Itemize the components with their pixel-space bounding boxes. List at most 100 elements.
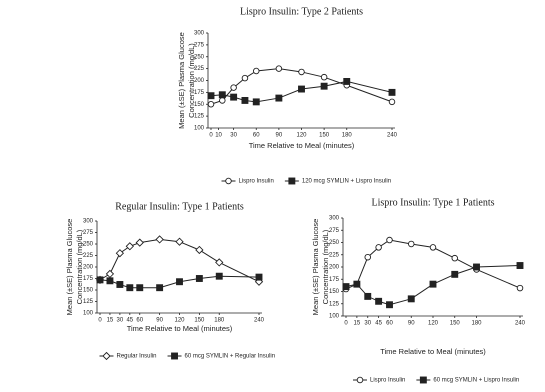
legend-label: Regular Insulin <box>117 354 157 360</box>
y-tick-label: 175 <box>194 90 205 96</box>
x-tick-label: 150 <box>450 321 461 327</box>
data-point <box>241 74 249 82</box>
data-point <box>219 97 226 104</box>
data-point <box>364 292 372 300</box>
y-tick-label: 150 <box>329 289 340 295</box>
data-point <box>176 278 183 286</box>
data-point <box>388 98 396 106</box>
y-tick-label: 200 <box>329 265 340 271</box>
x-tick-label: 240 <box>387 133 398 139</box>
legend-label: 60 mcg SYMLIN + Regular Insulin <box>185 354 276 360</box>
data-point <box>241 96 249 104</box>
y-tick-label: 125 <box>194 114 205 120</box>
data-point <box>230 93 238 101</box>
data-point <box>230 84 237 91</box>
legend-marker <box>171 352 178 360</box>
x-tick-label: 30 <box>117 318 124 324</box>
y-axis-label: Mean (±SE) Plasma Glucose <box>177 32 186 129</box>
x-tick-label: 10 <box>215 133 222 139</box>
data-point <box>473 263 480 271</box>
data-point <box>215 258 224 267</box>
legend-marker <box>419 376 427 384</box>
y-axis-label: Concentration (mg/dL) <box>75 229 84 304</box>
data-point <box>375 297 383 305</box>
data-point <box>252 98 260 106</box>
y-axis-label: Concentration (mg/dL) <box>321 229 330 304</box>
data-point <box>364 253 372 261</box>
y-axis-label: Mean (±SE) Plasma Glucose <box>65 219 74 316</box>
data-point <box>156 284 164 292</box>
data-point <box>126 284 134 292</box>
series-line <box>99 238 260 283</box>
y-tick-label: 200 <box>83 265 94 271</box>
x-tick-label: 180 <box>471 321 482 327</box>
data-point <box>175 237 184 246</box>
data-point <box>451 254 459 262</box>
data-point <box>386 236 393 244</box>
y-tick-label: 300 <box>194 31 205 37</box>
x-tick-label: 180 <box>214 318 225 324</box>
x-tick-label: 90 <box>276 133 283 139</box>
x-tick-label: 45 <box>126 318 133 324</box>
data-point <box>386 301 393 309</box>
y-tick-label: 125 <box>83 299 94 305</box>
data-point <box>275 94 283 102</box>
legend-marker <box>288 177 296 185</box>
data-point <box>375 244 382 251</box>
series-line <box>210 68 393 105</box>
y-tick-label: 100 <box>83 311 94 317</box>
y-tick-label: 250 <box>194 54 205 60</box>
y-tick-label: 150 <box>194 102 205 108</box>
y-tick-label: 225 <box>194 66 205 72</box>
data-point <box>255 273 263 281</box>
x-tick-label: 60 <box>253 133 260 139</box>
x-tick-label: 90 <box>156 318 163 324</box>
data-point <box>516 262 524 269</box>
data-point <box>353 280 361 288</box>
y-tick-label: 225 <box>83 253 94 259</box>
series-line <box>345 265 521 306</box>
x-tick-label: 45 <box>375 321 382 327</box>
data-point <box>207 100 215 108</box>
y-axis-label: Mean (±SE) Plasma Glucose <box>311 219 320 316</box>
data-point <box>298 85 305 93</box>
data-point <box>320 82 328 90</box>
data-point <box>429 244 437 251</box>
x-tick-label: 0 <box>209 133 213 139</box>
y-tick-label: 200 <box>194 78 205 84</box>
legend-label: 120 mcg SYMLIN + Lispro Insulin <box>302 179 391 185</box>
x-axis-label: Time Relative to Meal (minutes) <box>380 347 486 356</box>
data-point <box>407 295 415 303</box>
y-tick-label: 275 <box>83 230 94 236</box>
legend-label: 60 mcg SYMLIN + Lispro Insulin <box>433 378 519 384</box>
data-point <box>125 242 134 251</box>
data-point <box>207 92 215 100</box>
data-point <box>388 88 396 96</box>
x-tick-label: 120 <box>296 133 307 139</box>
data-point <box>106 277 114 285</box>
data-point <box>298 68 305 76</box>
x-tick-label: 150 <box>319 133 330 139</box>
data-point <box>115 249 125 258</box>
legend-label: Lispro Insulin <box>239 179 274 185</box>
y-tick-label: 175 <box>329 277 340 283</box>
data-point <box>408 240 415 248</box>
chart-title: Regular Insulin: Type 1 Patients <box>115 201 244 212</box>
legend-marker <box>102 351 111 361</box>
x-tick-label: 0 <box>98 318 102 324</box>
data-point <box>252 67 260 75</box>
data-point <box>195 245 204 255</box>
chart-title: Lispro Insulin: Type 1 Patients <box>372 197 495 208</box>
x-tick-label: 0 <box>344 321 348 327</box>
x-axis-label: Time Relative to Meal (minutes) <box>249 141 355 150</box>
x-tick-label: 60 <box>386 321 393 327</box>
data-point <box>116 281 124 288</box>
y-axis-label: Concentration (mg/dL) <box>187 43 196 118</box>
x-tick-label: 90 <box>408 321 415 327</box>
x-axis-label: Time Relative to Meal (minutes) <box>127 324 233 333</box>
data-point <box>195 275 203 282</box>
x-tick-label: 30 <box>364 321 371 327</box>
data-point <box>342 283 350 291</box>
y-tick-label: 225 <box>329 252 340 258</box>
